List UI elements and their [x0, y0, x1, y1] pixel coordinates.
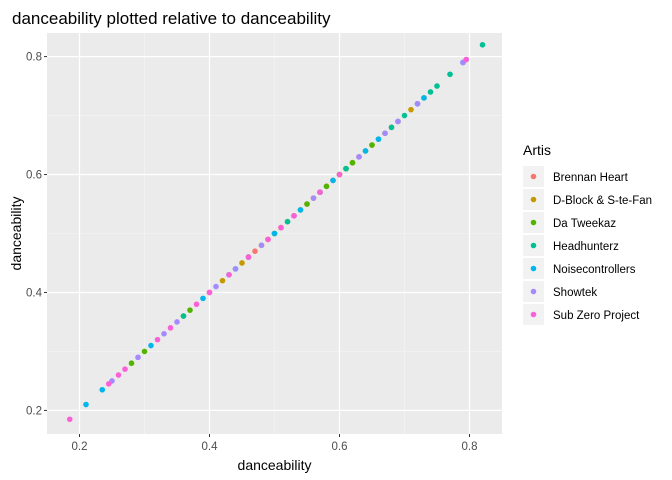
data-point — [447, 71, 453, 78]
x-tick-label: 0.4 — [202, 441, 219, 453]
data-point — [83, 401, 89, 408]
data-point — [258, 242, 265, 249]
x-tick-label: 0.2 — [72, 441, 88, 453]
data-point — [115, 372, 122, 378]
legend-key-dot — [530, 265, 537, 272]
legend-label: Showtek — [553, 287, 597, 299]
data-point — [154, 336, 161, 343]
data-point — [479, 41, 486, 48]
data-point — [167, 325, 174, 331]
data-point — [122, 366, 128, 372]
data-point — [278, 224, 284, 231]
data-point — [356, 154, 362, 160]
data-point — [180, 313, 187, 319]
data-point — [284, 218, 291, 225]
data-points — [66, 41, 486, 423]
data-point — [239, 260, 245, 266]
data-point — [427, 89, 434, 95]
grid-lines — [47, 33, 502, 434]
data-point — [310, 195, 317, 201]
data-point — [226, 271, 232, 278]
data-point — [414, 100, 421, 107]
data-point — [434, 83, 440, 89]
data-point — [213, 283, 219, 290]
legend-label: Brennan Heart — [553, 172, 629, 184]
data-point — [291, 213, 297, 219]
x-tick-label: 0.6 — [332, 441, 348, 453]
legend-label: Da Tweekaz — [553, 218, 616, 230]
data-point — [206, 289, 213, 296]
data-point — [161, 330, 167, 337]
y-tick-label: 0.4 — [26, 287, 43, 299]
data-point — [297, 207, 304, 213]
legend-label: Sub Zero Project — [553, 310, 640, 322]
legend-key-dot — [530, 311, 537, 318]
data-point — [245, 254, 252, 260]
legend-items: Brennan Heart D-Block & S-te-Fan Da Tweeka… — [523, 166, 652, 325]
data-point — [336, 171, 343, 178]
data-point — [369, 142, 375, 148]
data-point — [395, 118, 401, 125]
data-point — [232, 266, 239, 272]
data-point — [128, 360, 135, 367]
legend-label: D-Block & S-te-Fan — [553, 195, 652, 207]
data-point — [271, 230, 278, 237]
data-point — [408, 106, 414, 113]
y-axis-title: danceability — [8, 197, 24, 271]
data-point — [174, 319, 180, 325]
data-point — [200, 295, 206, 302]
data-point — [265, 236, 271, 243]
data-point — [463, 56, 470, 63]
data-point — [421, 95, 427, 101]
data-point — [187, 307, 193, 313]
data-point — [105, 381, 112, 387]
data-point — [317, 189, 323, 196]
legend-title: Artis — [523, 142, 551, 158]
data-point — [401, 112, 408, 119]
legend-key-dot — [530, 173, 537, 180]
data-point — [148, 342, 154, 349]
data-point — [304, 201, 310, 207]
legend-label: Headhunterz — [553, 241, 619, 253]
legend-key-dot — [530, 242, 537, 249]
data-point — [362, 148, 369, 154]
data-point — [99, 386, 106, 393]
data-point — [382, 130, 388, 137]
data-point — [375, 136, 382, 142]
y-tick-label: 0.8 — [26, 52, 42, 64]
data-point — [141, 348, 148, 355]
legend: Artis Brennan Heart D-Block & S-te-Fan Da … — [523, 142, 652, 325]
data-point — [388, 124, 395, 131]
x-axis-title: danceability — [238, 457, 312, 473]
data-point — [252, 248, 258, 254]
chart-title: danceability plotted relative to danceab… — [12, 9, 331, 28]
data-point — [219, 277, 226, 284]
data-point — [349, 159, 356, 166]
y-tick-label: 0.2 — [26, 405, 42, 417]
legend-key-dot — [530, 219, 537, 226]
data-point — [323, 183, 330, 190]
data-point — [193, 301, 200, 308]
data-point — [330, 177, 336, 184]
y-tick-label: 0.6 — [26, 170, 42, 182]
axis-ticks: 0.2 0.4 0.6 0.8 0.2 0.4 0.6 0.8 — [26, 52, 478, 453]
data-point — [135, 354, 141, 361]
x-tick-label: 0.8 — [462, 441, 478, 453]
legend-label: Noisecontrollers — [553, 264, 636, 276]
legend-key-dot — [530, 196, 537, 203]
data-point — [343, 165, 349, 172]
data-point — [66, 416, 73, 423]
legend-key-dot — [530, 288, 537, 295]
